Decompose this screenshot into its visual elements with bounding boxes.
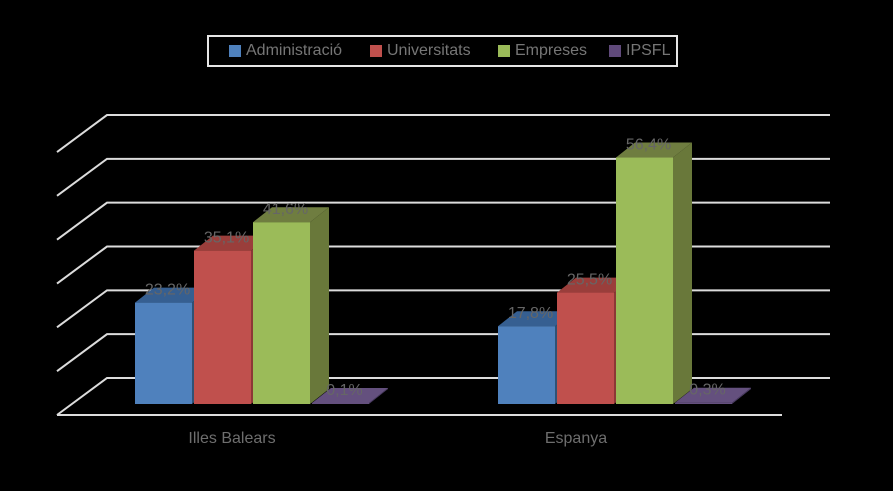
bar-top-face [557, 277, 633, 293]
legend-item-1[interactable]: Administració [229, 37, 342, 65]
bar-top-face [498, 311, 574, 327]
data-label: 23,2% [145, 282, 190, 299]
bars [135, 142, 751, 405]
bar-side-face [310, 207, 329, 404]
bar-front-face [557, 292, 614, 404]
bar-front-face [498, 326, 555, 404]
gridlines [56, 114, 830, 416]
bar-top-face [253, 207, 329, 223]
bar-front-face [675, 402, 732, 404]
legend-item-label: IPSFL [626, 42, 671, 59]
data-label: 35,1% [204, 230, 249, 247]
bar-side-face [673, 142, 692, 405]
legend-item-2[interactable]: Universitats [370, 37, 471, 65]
bar-top-face [675, 387, 751, 403]
bar-front-face [135, 302, 192, 404]
bar-front-face [616, 157, 673, 404]
data-label: 25,5% [567, 272, 612, 289]
legend-swatch-icon [229, 45, 241, 57]
data-label: 0,3% [689, 382, 725, 399]
data-labels: 23,2% 35,1% 41,6% 0,1% 17,8% 25,5% 56,4% 0,3% [145, 137, 726, 399]
data-label: 56,4% [626, 137, 671, 154]
category-label-espanya: Espanya [544, 430, 608, 447]
bar-top-face [194, 235, 270, 251]
gridline [56, 157, 830, 197]
legend-item-3[interactable]: Empreses [498, 37, 587, 65]
bar-top-face [312, 388, 388, 403]
data-label: 0,1% [326, 382, 362, 399]
bar-top-face [135, 287, 211, 303]
legend-item-label: Universitats [387, 42, 471, 59]
bar-front-face [194, 250, 251, 404]
gridline [56, 245, 830, 285]
legend-swatch-icon [370, 45, 382, 57]
legend-item-label: Administració [246, 42, 343, 59]
bar-top-face [616, 142, 692, 158]
bar-front-face [253, 222, 310, 404]
bar-empreses-illes-balears[interactable] [253, 207, 329, 404]
legend-item-4[interactable]: IPSFL [609, 37, 670, 65]
category-label-illes-balears: Illes Balears [188, 430, 276, 447]
legend-swatch-icon [498, 45, 510, 57]
bar-ipsfl-illes-balears[interactable] [312, 388, 388, 404]
legend[interactable]: Administració Universitats Empreses IPSFL [207, 35, 678, 67]
legend-item-label: Empreses [515, 42, 588, 59]
bar-empreses-espanya[interactable] [616, 142, 692, 405]
gridline [56, 201, 830, 241]
bar-front-face [312, 403, 369, 404]
data-label: 41,6% [263, 201, 308, 218]
legend-swatch-icon [609, 45, 621, 57]
data-label: 17,8% [508, 305, 553, 322]
bar-side-face [369, 388, 388, 404]
gridline [56, 114, 830, 153]
bar-ipsfl-espanya[interactable] [675, 387, 751, 404]
bar-side-face [732, 387, 751, 404]
